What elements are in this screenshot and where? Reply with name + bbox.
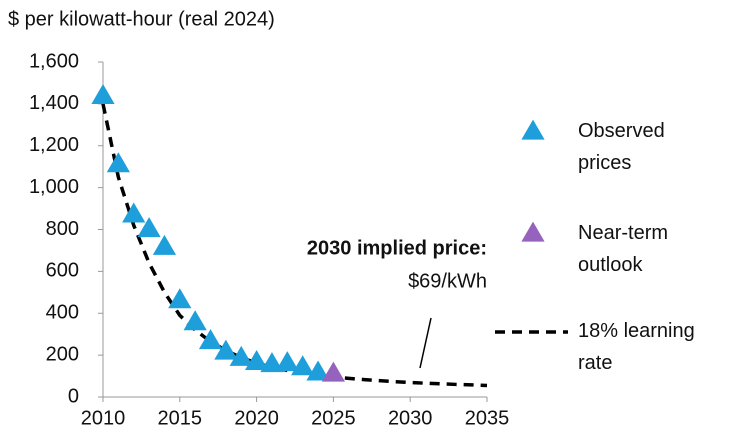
- y-tick-label: 400: [46, 302, 79, 324]
- price-marker: [214, 339, 238, 360]
- price-marker: [183, 310, 207, 331]
- price-marker: [321, 361, 345, 382]
- price-marker: [137, 217, 161, 238]
- x-tick-label: 2030: [388, 407, 433, 429]
- price-marker: [198, 329, 223, 350]
- price-marker: [168, 288, 192, 309]
- x-tick-label: 2035: [465, 407, 510, 429]
- price-marker: [245, 350, 269, 371]
- y-tick-label: 800: [46, 218, 79, 240]
- x-tick-label: 2015: [158, 407, 203, 429]
- annotation: 2030 implied price:: [307, 237, 487, 259]
- price-marker: [275, 351, 299, 372]
- y-tick-label: 0: [68, 385, 79, 407]
- legend-label: Observed prices: [578, 120, 665, 174]
- price-marker: [106, 152, 130, 173]
- price-marker: [91, 83, 115, 104]
- price-marker: [152, 234, 177, 255]
- legend-marker: [521, 221, 545, 242]
- y-tick-label: 1,200: [29, 134, 79, 156]
- x-tick-label: 2020: [234, 407, 279, 429]
- y-axis-label: $ per kilowatt-hour (real 2024): [8, 8, 275, 30]
- price-marker: [306, 360, 330, 381]
- y-tick-label: 1,600: [29, 50, 79, 72]
- x-tick-label: 2025: [311, 407, 356, 429]
- legend-marker: [521, 119, 545, 140]
- y-tick-label: 200: [46, 343, 79, 365]
- price-marker: [260, 352, 284, 373]
- annotation-pointer: [419, 317, 432, 369]
- annotation: $69/kWh: [408, 270, 487, 292]
- price-marker: [122, 202, 146, 223]
- y-tick-label: 600: [46, 260, 79, 282]
- price-marker: [229, 345, 253, 366]
- y-tick-label: 1,000: [29, 176, 79, 198]
- x-tick-label: 2010: [81, 407, 126, 429]
- y-tick-label: 1,400: [29, 92, 79, 114]
- legend-label: 18% learning rate: [578, 320, 695, 374]
- legend-label: Near-term outlook: [578, 222, 668, 276]
- price-marker: [291, 355, 315, 376]
